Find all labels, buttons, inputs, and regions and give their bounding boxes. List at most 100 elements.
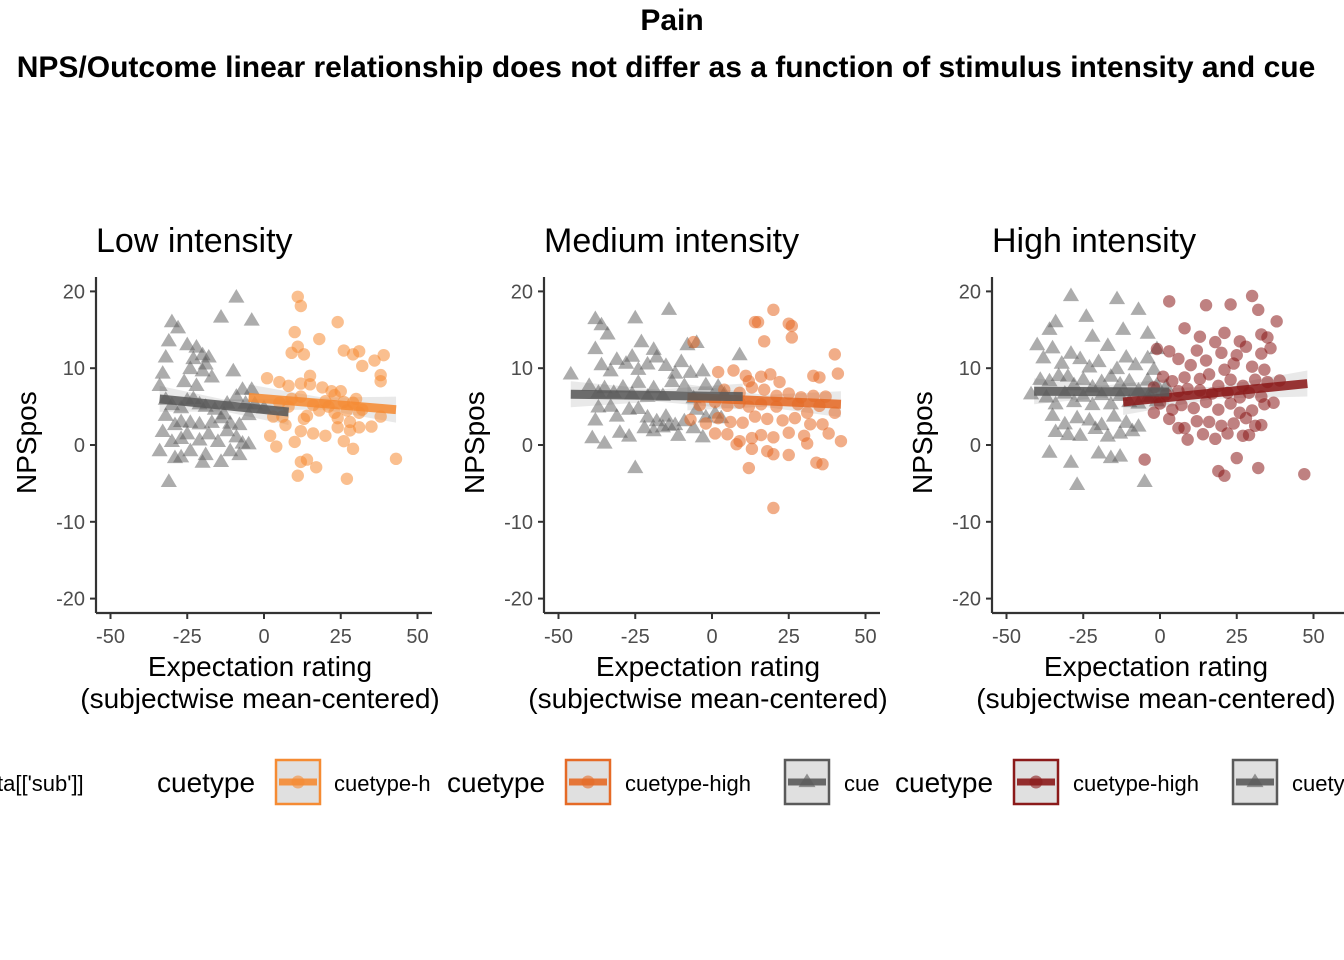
data-point-cue-high <box>1270 315 1283 328</box>
data-point-cue-high <box>1193 372 1207 386</box>
data-point-cue-high <box>1239 340 1253 353</box>
data-point-cue-low <box>1087 420 1104 434</box>
data-point-cue-high <box>1258 398 1271 411</box>
data-point-cue-low <box>1059 368 1076 382</box>
data-point-cue-high <box>377 348 390 362</box>
data-point-cue-high <box>1190 344 1204 357</box>
data-point-cue-low <box>630 361 647 375</box>
data-point-cue-high <box>306 427 320 440</box>
data-point-cue-high <box>757 383 771 396</box>
data-point-cue-low <box>169 319 187 334</box>
data-point-cue-low <box>1069 476 1086 491</box>
legend-title-low: cuetype <box>157 767 256 798</box>
data-point-cue-low <box>1065 376 1083 391</box>
legend-label-clip: cue <box>844 768 884 798</box>
data-point-cue-high <box>294 299 308 313</box>
data-point-cue-low <box>614 378 632 393</box>
data-point-cue-high <box>288 435 301 449</box>
fit-line-cue-low <box>570 389 743 402</box>
x-tick-label: -50 <box>992 626 1021 648</box>
data-point-cue-high <box>1172 352 1185 366</box>
data-point-cue-low <box>240 435 257 450</box>
data-point-cue-low <box>191 415 208 430</box>
data-point-cue-high <box>1224 298 1237 311</box>
fit-line-cue-high <box>1122 379 1308 407</box>
data-point-cue-high <box>800 406 814 419</box>
data-point-cue-low <box>188 338 205 353</box>
legend-label-clip: cuety <box>1292 768 1344 798</box>
data-point-cue-low <box>593 356 610 371</box>
data-point-cue-low <box>228 289 245 303</box>
data-point-cue-high <box>684 413 697 426</box>
data-point-cue-high <box>708 427 722 440</box>
data-point-cue-low <box>1078 308 1095 322</box>
data-point-cue-low <box>231 416 248 431</box>
fit-line-cue-low <box>1034 386 1170 397</box>
data-point-cue-high <box>1156 370 1170 383</box>
data-point-cue-low <box>685 419 702 434</box>
panel-title-high: High intensity <box>992 222 1197 260</box>
x-tick-label: -50 <box>96 626 125 648</box>
data-point-cue-low <box>160 332 177 347</box>
data-point-cue-low <box>1084 328 1101 342</box>
data-point-cue-high <box>1209 335 1222 349</box>
data-point-cue-low <box>1044 407 1061 421</box>
data-point-cue-high <box>319 429 332 442</box>
data-point-cue-low <box>602 398 619 412</box>
data-point-cue-high <box>1212 403 1225 416</box>
data-point-cue-low <box>240 406 257 421</box>
data-point-cue-high <box>767 501 780 515</box>
data-point-cue-low <box>197 446 214 461</box>
data-point-cue-low <box>624 348 641 362</box>
data-point-cue-high <box>1178 371 1191 384</box>
data-point-cue-high <box>1245 360 1259 373</box>
data-point-cue-high <box>291 469 304 482</box>
data-point-cue-low <box>194 362 211 377</box>
legend-cut-text: ta[['sub']] <box>0 771 84 796</box>
data-point-cue-high <box>757 335 771 348</box>
y-tick-label: 10 <box>959 358 981 380</box>
data-point-cue-low <box>627 309 644 324</box>
data-point-cue-low <box>173 448 190 463</box>
data-point-cue-high <box>1215 346 1228 360</box>
data-point-cue-high <box>822 427 835 440</box>
data-point-cue-low <box>694 428 711 443</box>
data-point-cue-high <box>1196 428 1210 441</box>
data-point-cue-high <box>816 458 829 471</box>
data-point-cue-high <box>352 421 366 434</box>
data-point-cue-low <box>611 424 628 438</box>
x-tick-label: 0 <box>706 626 717 648</box>
data-point-cue-low <box>1090 444 1107 459</box>
data-point-cue-high <box>270 440 283 453</box>
data-point-cue-low <box>173 399 190 414</box>
data-point-cue-low <box>182 360 199 375</box>
data-point-cue-high <box>1255 418 1268 432</box>
data-point-cue-high <box>828 348 841 361</box>
x-axis-label-line2-high: (subjectwise mean-centered) <box>976 683 1336 714</box>
data-point-cue-high <box>1252 461 1265 475</box>
legend-key-marker <box>581 775 595 789</box>
data-point-cue-low <box>1145 361 1162 375</box>
x-axis-label-high: Expectation rating <box>936 651 1344 683</box>
y-tick-label: -10 <box>952 512 981 534</box>
data-point-cue-high <box>1163 295 1176 308</box>
legend-key-high-high <box>1012 758 1060 806</box>
legend-key-marker <box>798 773 816 788</box>
legend-title-high: cuetype <box>895 767 994 798</box>
fit-line-cue-high <box>248 392 397 415</box>
data-point-cue-low <box>179 425 196 440</box>
data-point-cue-low <box>1075 371 1092 385</box>
data-point-cue-low <box>645 341 662 355</box>
data-point-cue-low <box>1081 411 1098 426</box>
x-tick-label: -25 <box>621 626 650 648</box>
y-tick-label: -10 <box>504 512 533 534</box>
data-point-cue-low <box>1022 385 1040 400</box>
data-point-cue-high <box>1218 326 1231 340</box>
data-point-cue-low <box>676 377 693 391</box>
data-point-cue-low <box>1035 349 1052 364</box>
data-point-cue-high <box>816 418 829 431</box>
data-point-cue-low <box>1032 371 1049 385</box>
data-point-cue-low <box>1056 415 1073 430</box>
legend-label-high-high: cuetype-high <box>1073 771 1199 796</box>
data-point-cue-low <box>608 408 625 422</box>
